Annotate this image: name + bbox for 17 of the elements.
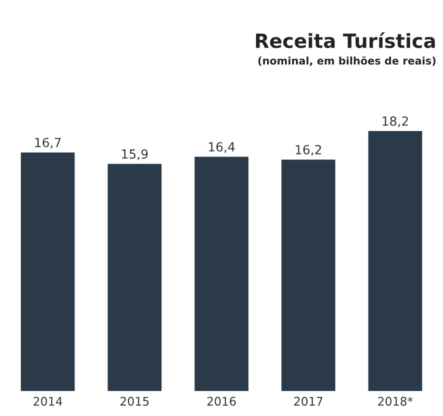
- x-tick-label: 2017: [294, 396, 322, 406]
- x-tick-label: 2016: [207, 396, 236, 406]
- x-tick-label: 2014: [34, 396, 62, 406]
- bar: [108, 164, 162, 392]
- chart-subtitle: (nominal, em bilhões de reais): [258, 56, 436, 66]
- bar: [368, 131, 422, 392]
- bar: [20, 152, 75, 392]
- bar: [281, 160, 336, 392]
- x-tick-label: 2018*: [378, 396, 413, 406]
- chart-title: Receita Turística: [256, 32, 435, 48]
- data-label: 18,2: [382, 116, 408, 128]
- data-label: 16,2: [296, 144, 322, 156]
- data-label: 16,4: [208, 142, 235, 153]
- bar: [194, 156, 248, 392]
- data-label: 15,9: [122, 149, 148, 160]
- data-label: 16,7: [35, 138, 61, 149]
- x-tick-label: 2015: [120, 396, 149, 406]
